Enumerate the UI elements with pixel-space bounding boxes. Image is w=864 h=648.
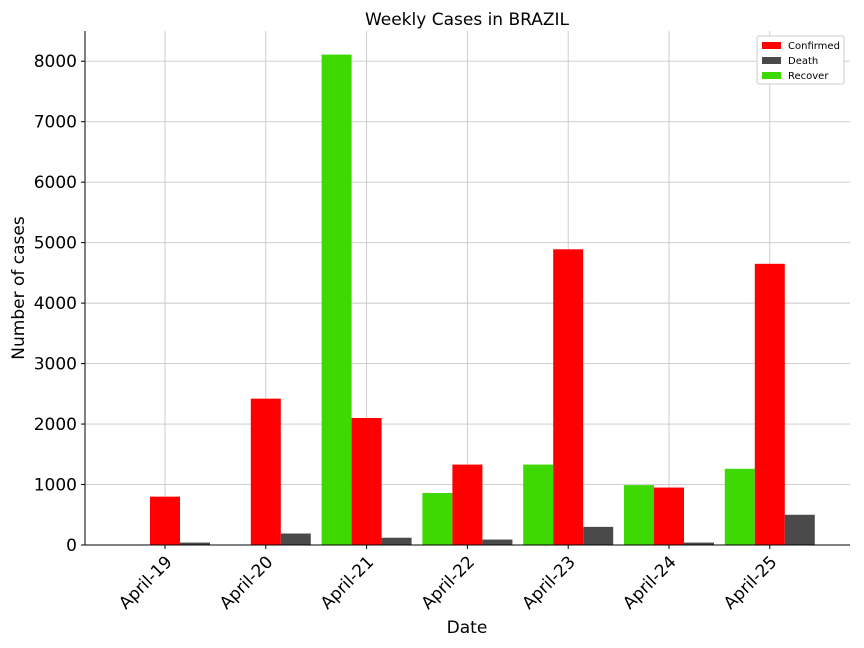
bar-recover-april-22 (422, 492, 453, 545)
x-axis-label: Date (447, 618, 488, 638)
x-tick-label: April-20 (216, 552, 277, 613)
bar-death-april-20 (280, 533, 311, 545)
bar-confirmed-april-23 (553, 249, 584, 545)
bar-confirmed-april-24 (654, 487, 684, 545)
bar-death-april-19 (180, 542, 210, 545)
y-tick-label: 2000 (34, 415, 77, 435)
y-tick-labels: 0 1000 2000 3000 4000 5000 6000 7000 8000 (34, 52, 77, 556)
bar-death-april-22 (482, 539, 513, 545)
bar-confirmed-april-19 (150, 496, 180, 545)
bar-confirmed-april-22 (452, 464, 483, 545)
legend-label-death: Death (788, 56, 818, 67)
x-tick-label: April-22 (418, 552, 479, 613)
bar-recover-april-21 (321, 54, 352, 546)
y-tick-label: 0 (66, 536, 77, 556)
chart-title: Weekly Cases in BRAZIL (365, 10, 570, 30)
legend: Confirmed Death Recover (756, 35, 845, 85)
legend-label-confirmed: Confirmed (788, 41, 840, 52)
y-tick-label: 8000 (34, 52, 77, 72)
legend-label-recover: Recover (788, 71, 829, 82)
y-tick-label: 3000 (34, 355, 77, 375)
x-tick-label: April-19 (115, 552, 176, 613)
x-tick-label: April-23 (518, 552, 579, 613)
legend-swatch-death (762, 57, 781, 64)
y-tick-label: 6000 (34, 173, 77, 193)
axes (81, 31, 850, 549)
bar-death-april-21 (381, 537, 412, 545)
legend-swatch-recover (762, 72, 781, 79)
legend-swatch-confirmed (762, 42, 781, 49)
bar-recover-april-23 (523, 464, 554, 545)
x-tick-label: April-24 (619, 552, 680, 613)
y-tick-label: 4000 (34, 294, 77, 314)
y-tick-label: 5000 (34, 234, 77, 254)
bar-confirmed-april-20 (250, 398, 281, 545)
x-tick-label: April-25 (720, 552, 781, 613)
bar-death-april-25 (784, 514, 815, 545)
x-tick-label: April-21 (317, 552, 378, 613)
x-tick-labels: April-19 April-20 April-21 April-22 April-23… (115, 552, 781, 613)
y-tick-label: 7000 (34, 113, 77, 133)
bar-death-april-24 (684, 542, 714, 545)
y-axis-label: Number of cases (9, 216, 29, 360)
bar-recover-april-25 (724, 468, 755, 545)
bar-confirmed-april-25 (754, 263, 785, 545)
bar-death-april-23 (583, 526, 614, 545)
bar-recover-april-24 (624, 485, 654, 545)
bars-group (150, 54, 815, 546)
bar-confirmed-april-21 (351, 418, 382, 545)
y-tick-label: 1000 (34, 476, 77, 496)
